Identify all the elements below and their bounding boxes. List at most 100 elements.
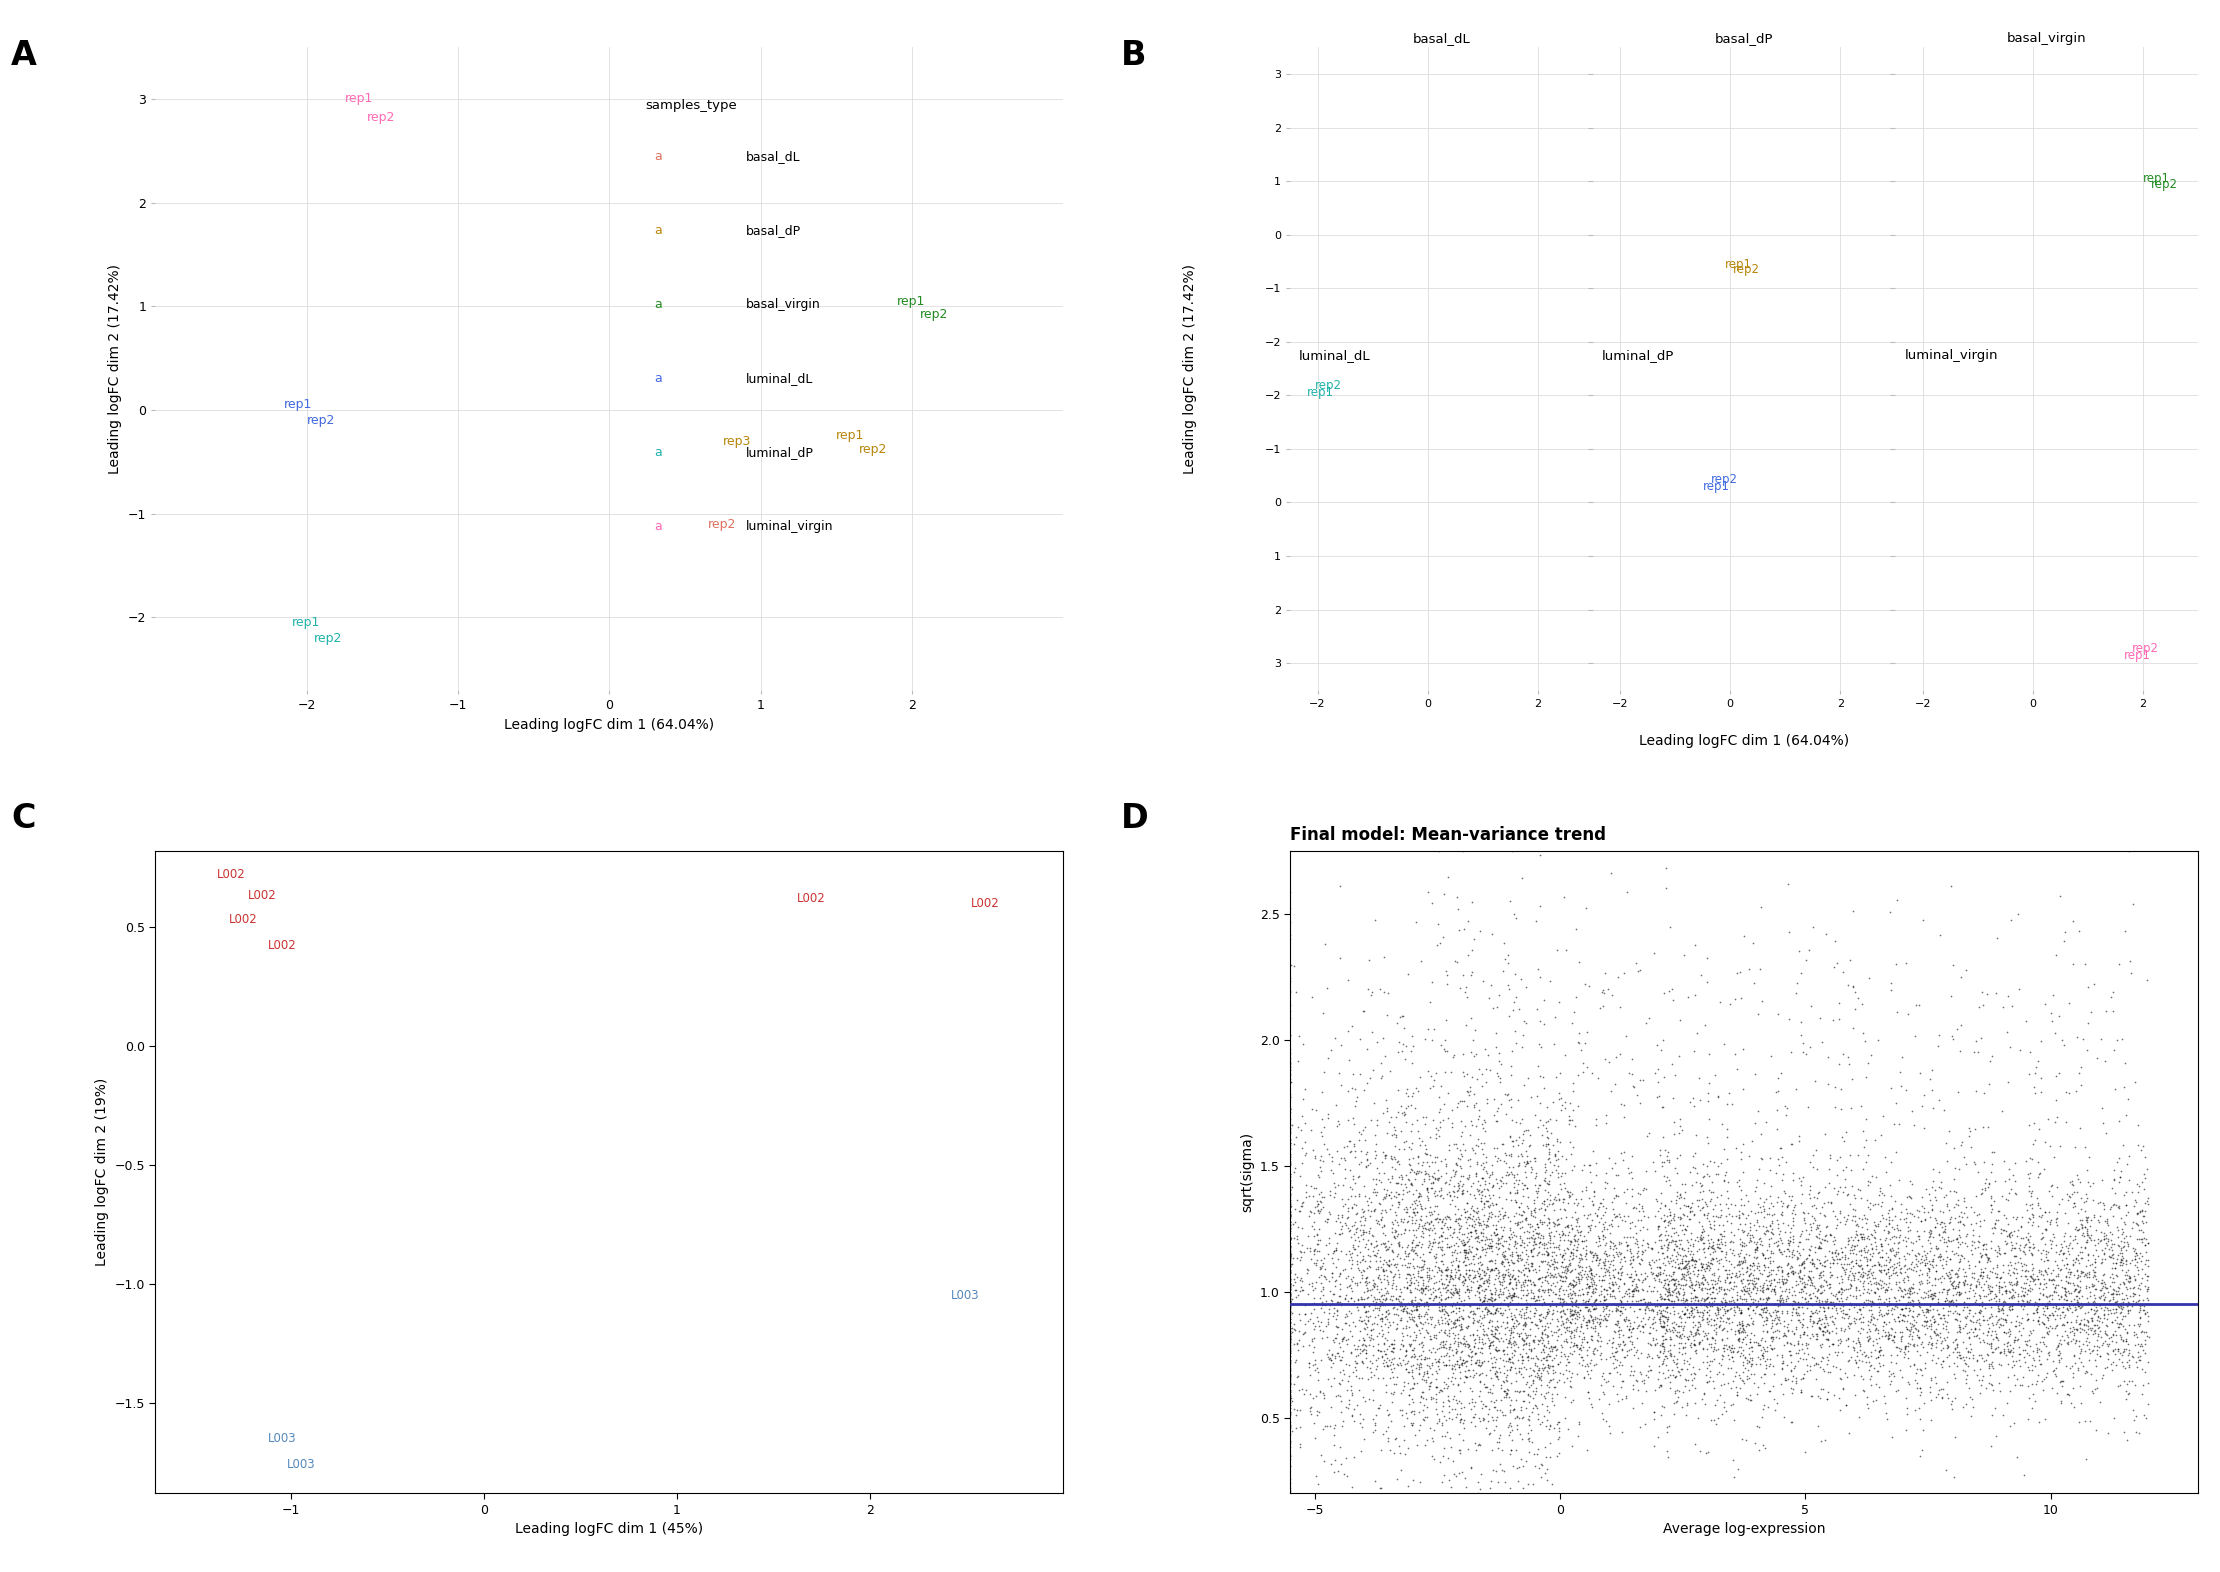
Point [1479,1234,1514,1259]
Point [1403,1383,1439,1409]
Point [1891,1317,1927,1342]
Point [1412,1262,1447,1287]
Point [1929,1251,1965,1276]
Point [2031,1267,2067,1292]
Point [1692,1089,1727,1115]
Point [1707,1232,1743,1258]
Point [1989,1019,2025,1044]
Point [1325,1325,1361,1350]
Point [1272,1226,1308,1251]
Point [1987,1278,2022,1303]
Point [1510,1294,1545,1319]
Point [2085,1333,2120,1358]
Point [2018,1272,2054,1297]
Point [1627,1289,1663,1314]
Point [1945,1229,1980,1254]
Point [1452,1039,1487,1064]
Point [1525,1346,1561,1371]
Point [1492,1328,1527,1353]
Point [1601,1319,1636,1344]
Point [1441,1206,1476,1231]
Point [1581,1223,1616,1248]
Point [1674,1368,1709,1393]
Point [1836,1228,1871,1253]
Point [2076,1283,2111,1308]
Point [1765,1300,1800,1325]
Point [1447,1231,1483,1256]
Point [1729,1295,1765,1320]
Point [2002,1264,2038,1289]
Point [1416,1220,1452,1245]
Point [1658,1267,1694,1292]
Point [1272,1116,1308,1141]
Point [1379,1276,1414,1302]
Point [1920,1210,1956,1236]
Point [1570,1287,1605,1313]
Point [1283,1493,1319,1519]
Point [1514,1251,1550,1276]
Point [1485,1280,1521,1305]
Point [1851,1324,1887,1349]
Point [1323,1203,1359,1228]
Point [1272,1267,1308,1292]
Point [2107,1316,2142,1341]
Point [1472,1278,1507,1303]
Point [1681,1317,1716,1342]
Point [1572,1261,1607,1286]
Point [1498,984,1534,1009]
Point [1401,1144,1436,1170]
Point [1727,1331,1763,1357]
Point [2054,1390,2089,1415]
Point [1587,1247,1623,1272]
Point [1345,998,1381,1023]
Point [1352,1387,1388,1412]
Point [1503,1190,1538,1215]
Point [1363,1338,1399,1363]
Point [1685,1151,1720,1176]
Point [1760,1311,1796,1336]
Point [2009,1333,2045,1358]
Point [1896,1298,1931,1324]
Point [1436,1163,1472,1188]
Point [1512,1429,1547,1454]
Point [1814,1192,1849,1217]
Point [1410,1404,1445,1429]
Point [1319,1093,1354,1118]
Point [1463,1361,1498,1387]
Point [2122,1198,2158,1223]
Point [1550,1314,1585,1339]
Point [1749,1264,1785,1289]
Point [1780,1253,1816,1278]
Point [2125,1203,2160,1228]
Point [1894,1292,1929,1317]
Point [1454,1390,1490,1415]
Point [1470,1302,1505,1327]
Point [1869,1278,1905,1303]
Point [1376,1426,1412,1451]
Point [1374,1360,1410,1385]
Point [1587,1294,1623,1319]
Point [1894,1171,1929,1196]
Point [1459,1152,1494,1177]
Point [1823,1174,1858,1199]
Point [1483,1300,1518,1325]
Point [1829,1182,1865,1207]
Point [1867,1253,1903,1278]
Point [1667,1254,1703,1280]
Point [1423,1223,1459,1248]
Point [1407,1212,1443,1237]
Point [1832,1192,1867,1217]
Point [2111,1269,2147,1294]
Point [2020,1149,2056,1174]
Point [1787,1207,1823,1232]
Point [2056,1394,2091,1420]
Point [1689,1313,1725,1338]
Point [2091,1298,2127,1324]
Point [1760,1146,1796,1171]
Point [2087,1247,2122,1272]
Point [1532,1335,1567,1360]
Point [1838,1311,1874,1336]
Point [1683,1313,1718,1338]
Point [2042,1237,2078,1262]
Point [1865,1203,1900,1228]
